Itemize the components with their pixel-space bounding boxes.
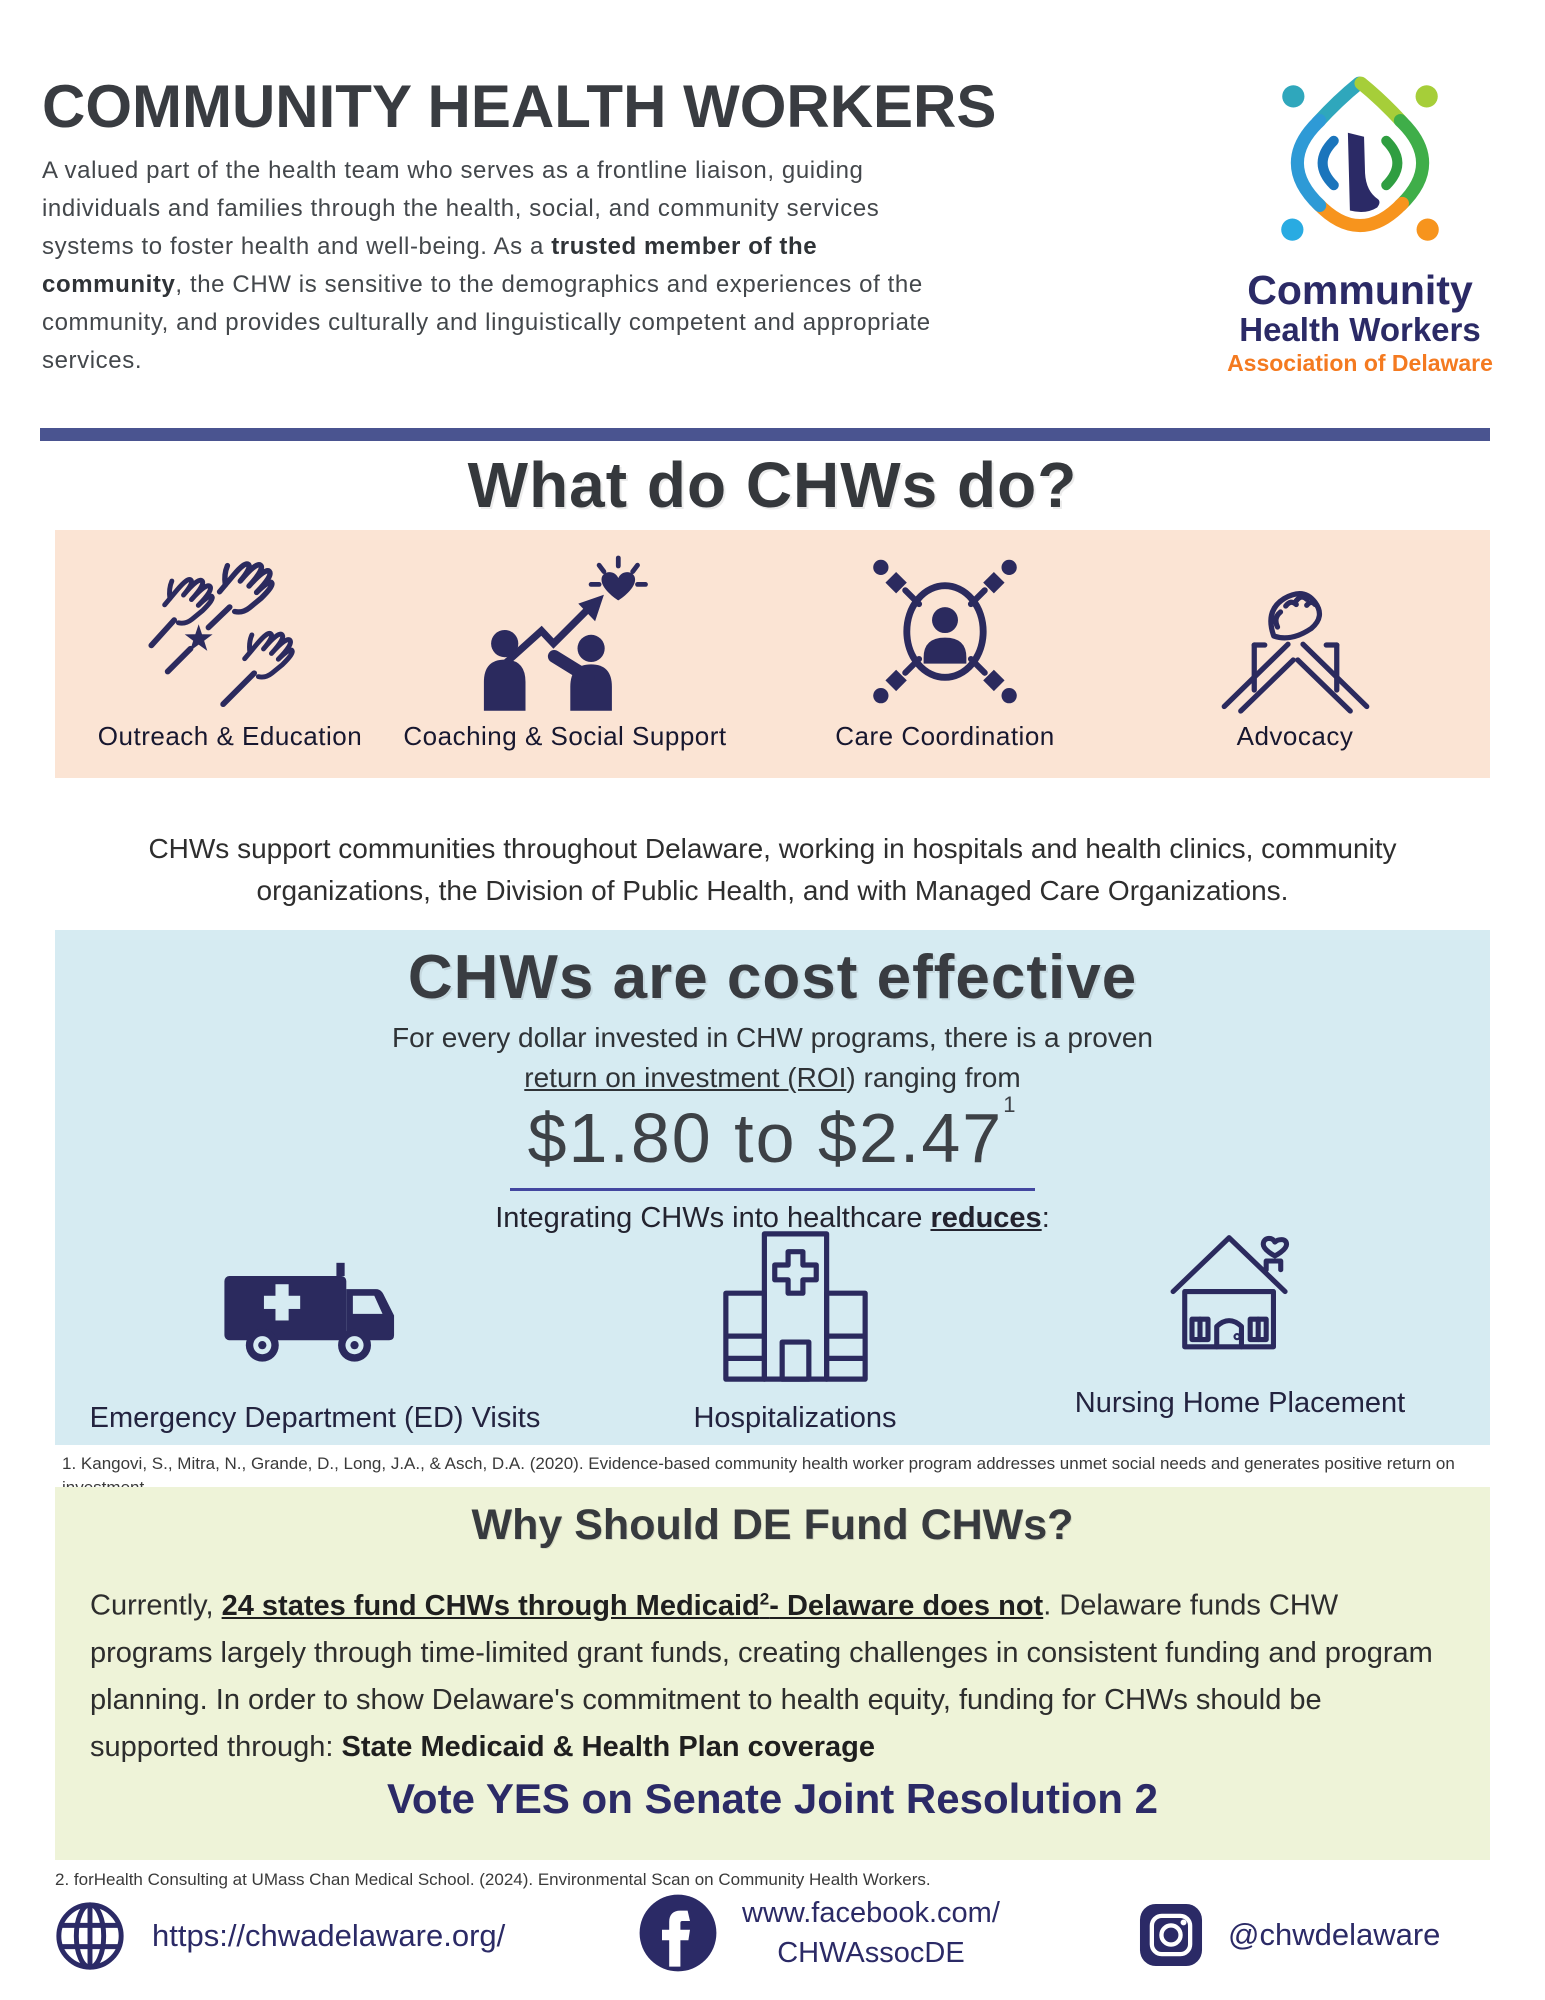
cost-line1: For every dollar invested in CHW program… bbox=[392, 1022, 1153, 1053]
roi-rest-text: ) ranging from bbox=[846, 1062, 1021, 1093]
what-chws-do-heading: What do CHWs do? bbox=[467, 449, 1078, 521]
facebook-url-line1: www.facebook.com/ bbox=[742, 1897, 1000, 1929]
fund-footnote-marker: 2 bbox=[759, 1589, 770, 1608]
logo-text-community: Community bbox=[1247, 267, 1473, 313]
roi-range-text: $1.80 to $2.47 bbox=[527, 1099, 1004, 1177]
facebook-link[interactable]: www.facebook.com/CHWAssocDE bbox=[638, 1893, 1000, 1973]
hospitalizations-label: Hospitalizations bbox=[693, 1402, 897, 1434]
reduces-line: Integrating CHWs into healthcare reduces… bbox=[55, 1202, 1490, 1235]
why-fund-paragraph: Currently, 24 states fund CHWs through M… bbox=[90, 1575, 1450, 1771]
roi-footnote-marker: 1 bbox=[1003, 1092, 1018, 1117]
house-heart-icon bbox=[1015, 1213, 1465, 1373]
hands-star-icon bbox=[70, 546, 390, 714]
nursing-home-item: Nursing Home Placement bbox=[1015, 1213, 1465, 1420]
globe-icon bbox=[56, 1902, 124, 1970]
reduces-post-text: : bbox=[1041, 1202, 1050, 1234]
section-divider-bar bbox=[40, 428, 1490, 441]
facebook-icon bbox=[639, 1894, 717, 1972]
website-link[interactable]: https://chwadelaware.org/ bbox=[52, 1898, 505, 1974]
cost-effective-heading: CHWs are cost effective bbox=[407, 943, 1138, 1012]
cost-line2: return on investment (ROI) ranging from bbox=[55, 1062, 1490, 1094]
fund-para-bold-end: State Medicaid & Health Plan coverage bbox=[341, 1730, 875, 1763]
why-fund-band: Why Should DE Fund CHWs? Currently, 24 s… bbox=[55, 1487, 1490, 1860]
ed-visits-item: Emergency Department (ED) Visits bbox=[65, 1238, 565, 1435]
ed-visits-label: Emergency Department (ED) Visits bbox=[89, 1402, 541, 1434]
coaching-social-support-label: Coaching & Social Support bbox=[403, 721, 727, 751]
advocacy-item: Advocacy bbox=[1130, 546, 1460, 753]
chw-delaware-logo-icon bbox=[1281, 76, 1439, 241]
outreach-education-label: Outreach & Education bbox=[97, 721, 363, 751]
instagram-icon bbox=[1139, 1903, 1203, 1967]
advocacy-icon bbox=[1130, 546, 1460, 714]
website-url[interactable]: https://chwadelaware.org/ bbox=[152, 1918, 506, 1953]
instagram-handle[interactable]: @chwdelaware bbox=[1228, 1917, 1441, 1952]
vote-yes-callout: Vote YES on Senate Joint Resolution 2 bbox=[387, 1775, 1158, 1822]
roi-underlined-text: return on investment (ROI bbox=[524, 1062, 847, 1093]
ambulance-icon bbox=[65, 1238, 565, 1388]
intro-pre: A valued part of the health team who ser… bbox=[42, 157, 880, 260]
intro-bold: trusted member of the community bbox=[42, 233, 818, 298]
why-fund-heading: Why Should DE Fund CHWs? bbox=[471, 1501, 1074, 1549]
reduces-bold-text: reduces bbox=[930, 1202, 1042, 1234]
fund-para-mid: . Delaware funds CHW programs largely th… bbox=[90, 1589, 1433, 1763]
intro-post: , the CHW is sensitive to the demographi… bbox=[42, 271, 931, 374]
star-shape bbox=[184, 624, 213, 651]
what-chws-do-band: Outreach & Education bbox=[55, 530, 1490, 778]
care-coordination-item: Care Coordination bbox=[770, 546, 1120, 753]
coaching-icon bbox=[400, 546, 730, 714]
facebook-handle[interactable]: www.facebook.com/CHWAssocDE bbox=[742, 1893, 1000, 1973]
logo-text-association: Association of Delaware bbox=[1227, 350, 1493, 376]
fund-para-pre: Currently, bbox=[90, 1589, 222, 1622]
hospital-icon bbox=[585, 1225, 1005, 1388]
support-communities-text: CHWs support communities throughout Dela… bbox=[148, 833, 1397, 906]
delaware-state-shape bbox=[1347, 132, 1380, 212]
page-title: COMMUNITY HEALTH WORKERS bbox=[42, 73, 997, 140]
fund-para-bold-2: - Delaware does not bbox=[769, 1589, 1044, 1622]
nursing-home-label: Nursing Home Placement bbox=[1074, 1387, 1406, 1419]
instagram-link[interactable]: @chwdelaware bbox=[1138, 1902, 1440, 1968]
hospitalizations-item: Hospitalizations bbox=[585, 1225, 1005, 1435]
cost-effective-band: CHWs are cost effective For every dollar… bbox=[55, 930, 1490, 1445]
facebook-url-line2: CHWAssocDE bbox=[777, 1937, 965, 1969]
coaching-social-support-item: Coaching & Social Support bbox=[400, 546, 730, 753]
fund-para-bold-1: 24 states fund CHWs through Medicaid bbox=[221, 1589, 760, 1622]
footnote-2: 2. forHealth Consulting at UMass Chan Me… bbox=[55, 1870, 931, 1889]
outreach-education-item: Outreach & Education bbox=[70, 546, 390, 753]
logo-text-health-workers: Health Workers bbox=[1239, 311, 1481, 348]
roi-range-row: $1.80 to $2.471 bbox=[55, 1092, 1490, 1191]
intro-paragraph: A valued part of the health team who ser… bbox=[42, 152, 937, 380]
chw-association-logo: Community Health Workers Association of … bbox=[1210, 62, 1510, 378]
reduces-pre-text: Integrating CHWs into healthcare bbox=[495, 1202, 931, 1234]
care-coordination-label: Care Coordination bbox=[835, 721, 1055, 751]
advocacy-label: Advocacy bbox=[1236, 721, 1354, 751]
care-coordination-icon bbox=[770, 546, 1120, 714]
roi-range-value: $1.80 to $2.471 bbox=[509, 1092, 1036, 1191]
fund-para-underline-group: 24 states fund CHWs through Medicaid2- D… bbox=[221, 1589, 1044, 1622]
